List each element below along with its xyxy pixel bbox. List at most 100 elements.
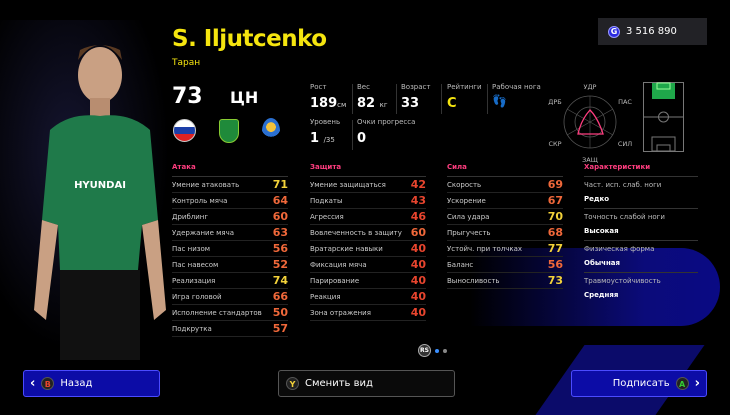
defense-title: Защита	[310, 164, 426, 177]
stat-row: Игра головой 66	[172, 289, 288, 305]
stat-label: Удержание мяча	[172, 228, 235, 237]
stat-value: 63	[272, 226, 288, 239]
page-indicator[interactable]: RS	[418, 344, 447, 357]
g-coin-icon: G	[608, 25, 620, 38]
stat-label: Умение атаковать	[172, 180, 240, 189]
stat-row: Фиксация мяча 40	[310, 257, 426, 273]
stat-label: Исполнение стандартов	[172, 308, 262, 317]
stat-row: Агрессия 46	[310, 209, 426, 225]
stat-label: Пас низом	[172, 244, 211, 253]
radar-chart: УДР ПАС СИЛ ЗАЩ СКР ДРБ	[548, 83, 632, 164]
char-label: Точность слабой ноги	[584, 213, 665, 221]
stat-row: Вратарские навыки 40	[310, 241, 426, 257]
stat-value: 40	[410, 290, 426, 303]
stat-label: Сила удара	[447, 212, 490, 221]
stat-row: Устойч. при толчках 77	[447, 241, 563, 257]
attack-title: Атака	[172, 164, 288, 177]
stat-value: 40	[410, 306, 426, 319]
stat-row: Удержание мяча 63	[172, 225, 288, 241]
page-dot[interactable]	[443, 348, 447, 353]
height-stat: Рост 189см	[310, 83, 346, 111]
stat-value: 40	[410, 242, 426, 255]
page-dot-active[interactable]	[435, 348, 439, 353]
stat-value: 60	[410, 226, 426, 239]
stat-value: 42	[410, 178, 426, 191]
progress-label: Очки прогресса	[357, 118, 416, 126]
background-shape	[470, 248, 720, 326]
currency-display: G 3 516 890	[598, 18, 707, 45]
rating-value: C	[447, 96, 457, 111]
stat-label: Фиксация мяча	[310, 260, 367, 269]
char-weak-foot-accuracy: Точность слабой ноги Высокая	[584, 209, 698, 241]
rs-stick-icon: RS	[418, 344, 431, 357]
progress-value: 0	[357, 131, 367, 146]
stat-row: Пас навесом 52	[172, 257, 288, 273]
stat-label: Скорость	[447, 180, 482, 189]
stat-value: 64	[272, 194, 288, 207]
weight-label: Вес	[357, 83, 370, 91]
stat-label: Реакция	[310, 292, 341, 301]
stat-label: Ускорение	[447, 196, 486, 205]
radar-label-strength: СИЛ	[618, 140, 632, 148]
sign-label: Подписать	[612, 378, 670, 389]
stat-value: 52	[272, 258, 288, 271]
stat-row: Ускорение 67	[447, 193, 563, 209]
russia-flag-icon	[173, 119, 196, 142]
characteristics-section: Характеристики Част. исп. слаб. ноги Редк…	[584, 164, 698, 305]
b-button-icon: B	[41, 377, 55, 390]
stat-label: Подкрутка	[172, 324, 212, 333]
radar-label-dribbling: ДРБ	[548, 98, 561, 106]
level-stat: Уровень 1 /35	[310, 118, 340, 146]
stat-label: Умение защищаться	[310, 180, 386, 189]
stat-row: Прыгучесть 68	[447, 225, 563, 241]
sign-button[interactable]: Подписать A ›	[571, 370, 707, 397]
stat-label: Пас навесом	[172, 260, 219, 269]
stat-row: Реализация 74	[172, 273, 288, 289]
stat-label: Реализация	[172, 276, 216, 285]
age-label: Возраст	[401, 83, 431, 91]
stat-label: Прыгучесть	[447, 228, 491, 237]
defense-section: Защита Умение защищаться 42 Подкаты 43 Агресс…	[310, 164, 426, 321]
char-label: Физическая форма	[584, 245, 655, 253]
stat-label: Подкаты	[310, 196, 343, 205]
level-max: /35	[323, 136, 335, 144]
footprints-icon: 👣	[492, 94, 507, 108]
stat-label: Зона отражения	[310, 308, 371, 317]
attack-section: Атака Умение атаковать 71 Контроль мяча 64 Др…	[172, 164, 288, 337]
stat-value: 66	[272, 290, 288, 303]
stat-row: Скорость 69	[447, 177, 563, 193]
stat-value: 67	[547, 194, 563, 207]
stat-value: 77	[547, 242, 563, 255]
position: ЦН	[230, 88, 259, 107]
stat-row: Подкаты 43	[310, 193, 426, 209]
player-name: S. Iljutcenko	[172, 26, 327, 52]
player-playstyle: Таран	[172, 58, 201, 68]
overall-rating: 73	[172, 84, 203, 109]
stat-row: Баланс 56	[447, 257, 563, 273]
chevron-left-icon: ‹	[30, 376, 36, 391]
stat-value: 56	[547, 258, 563, 271]
club-badge-icon	[219, 119, 239, 143]
stat-value: 69	[547, 178, 563, 191]
stat-label: Игра головой	[172, 292, 222, 301]
age-value: 33	[401, 96, 420, 111]
stat-value: 56	[272, 242, 288, 255]
stat-value: 40	[410, 274, 426, 287]
stat-label: Устойч. при толчках	[447, 244, 523, 253]
stat-label: Агрессия	[310, 212, 344, 221]
a-button-icon: A	[675, 377, 689, 390]
stat-row: Реакция 40	[310, 289, 426, 305]
stat-value: 70	[547, 210, 563, 223]
stat-row: Исполнение стандартов 50	[172, 305, 288, 321]
char-value: Редко	[584, 195, 610, 203]
switch-view-label: Сменить вид	[305, 378, 373, 389]
back-button[interactable]: ‹ B Назад	[23, 370, 160, 397]
height-value: 189	[310, 96, 338, 111]
stat-row: Вовлеченность в защиту 60	[310, 225, 426, 241]
stat-row: Умение атаковать 71	[172, 177, 288, 193]
char-label: Част. исп. слаб. ноги	[584, 181, 662, 189]
progress-stat: Очки прогресса 0	[357, 118, 415, 146]
stat-label: Контроль мяча	[172, 196, 228, 205]
stat-label: Вратарские навыки	[310, 244, 383, 253]
switch-view-button[interactable]: Y Сменить вид	[278, 370, 455, 397]
